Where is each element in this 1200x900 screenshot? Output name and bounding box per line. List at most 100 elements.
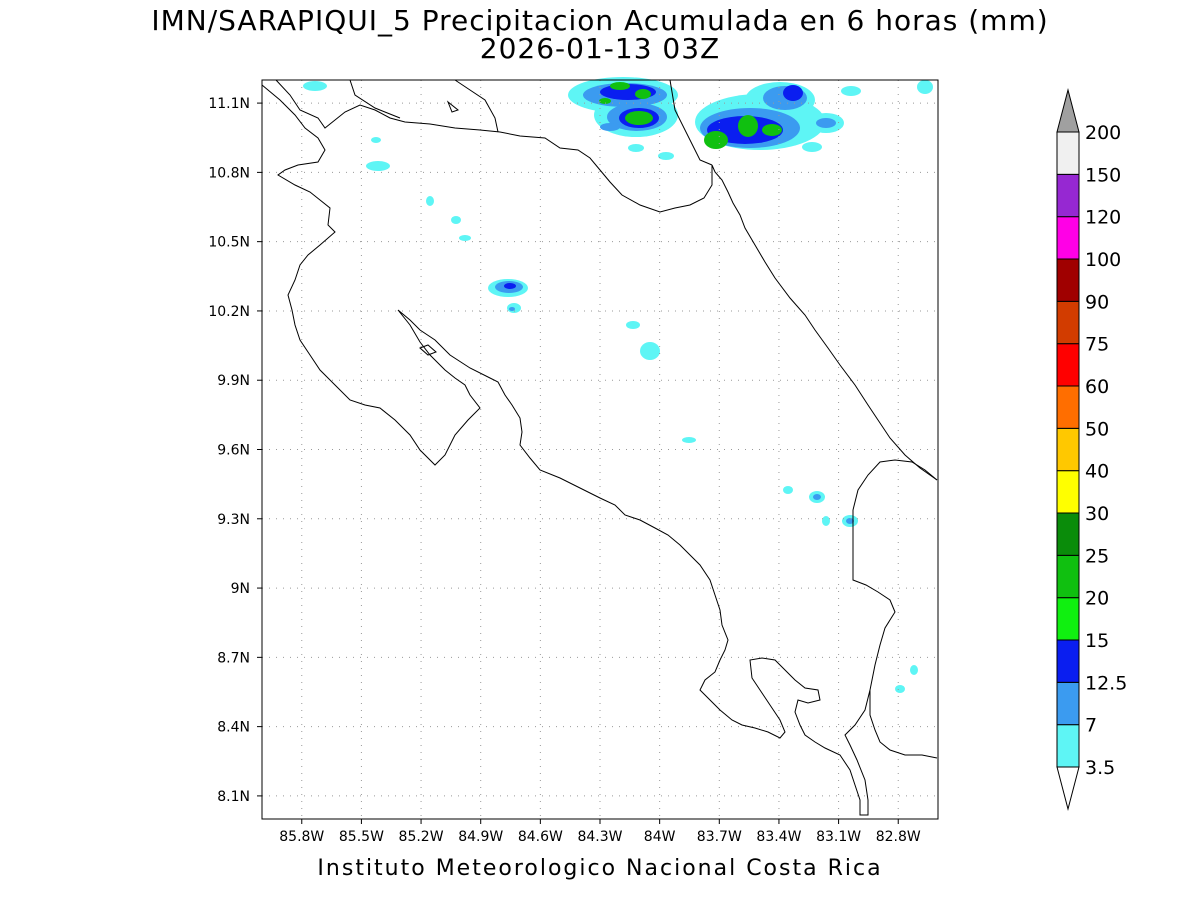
precip-cell xyxy=(625,111,653,125)
precip-cell xyxy=(635,89,651,99)
colorbar-label: 40 xyxy=(1085,461,1109,483)
y-tick-label: 11.1N xyxy=(208,96,250,112)
colorbar-segment xyxy=(1056,258,1080,302)
precip-cell xyxy=(600,123,620,131)
colorbar-label: 15 xyxy=(1085,630,1109,652)
precip-cell xyxy=(910,665,918,675)
precip-cell xyxy=(459,235,471,241)
precip-cell xyxy=(813,494,821,500)
precip-cell xyxy=(822,516,830,526)
pacific-coast xyxy=(261,84,871,816)
y-tick-label: 9N xyxy=(231,581,250,597)
y-tick-label: 8.7N xyxy=(217,650,250,666)
coastlines xyxy=(261,79,938,816)
longitude-axis: 85.8W 85.5W 85.2W 84.9W 84.6W 84.3W 84W 83.7W 83… xyxy=(279,819,921,845)
panama-border xyxy=(852,459,938,759)
colorbar-label: 150 xyxy=(1085,164,1121,186)
colorbar-label: 25 xyxy=(1085,545,1109,567)
colorbar-label: 7 xyxy=(1085,715,1097,737)
x-tick-label: 84.9W xyxy=(458,829,503,845)
colorbar-label: 75 xyxy=(1085,334,1109,356)
colorbar: 3.5 7 12.5 15 20 25 30 40 50 60 75 90 100 120 150 200 xyxy=(1056,88,1127,811)
precip-cell xyxy=(371,137,381,143)
precip-cell xyxy=(640,342,660,360)
colorbar-segment xyxy=(1056,385,1080,429)
colorbar-segment xyxy=(1056,639,1080,683)
colorbar-segment xyxy=(1056,427,1080,472)
colorbar-label: 3.5 xyxy=(1085,757,1115,779)
colorbar-segment xyxy=(1056,216,1080,260)
colorbar-label: 200 xyxy=(1085,122,1121,144)
y-tick-label: 9.9N xyxy=(217,373,250,389)
precip-cell xyxy=(504,283,516,289)
precip-cell xyxy=(451,216,461,224)
y-tick-label: 8.4N xyxy=(217,720,250,736)
map-grid xyxy=(262,80,938,819)
precip-cell xyxy=(816,118,836,128)
precip-cell xyxy=(626,321,640,329)
colorbar-lower-arrow xyxy=(1056,766,1080,811)
precip-cell xyxy=(426,196,434,206)
precip-cell xyxy=(841,86,861,96)
precip-cell xyxy=(610,82,630,90)
precip-cell xyxy=(917,80,933,94)
precip-cell xyxy=(738,115,758,137)
colorbar-segment xyxy=(1056,597,1080,641)
x-tick-label: 82.8W xyxy=(876,829,921,845)
precip-cell xyxy=(802,142,822,152)
island xyxy=(419,344,437,356)
island xyxy=(446,100,460,113)
x-tick-label: 85.8W xyxy=(279,829,324,845)
colorbar-label: 60 xyxy=(1085,376,1109,398)
x-tick-label: 84.6W xyxy=(518,829,563,845)
x-tick-label: 83.7W xyxy=(697,829,742,845)
footer-credit: Instituto Meteorologico Nacional Costa R… xyxy=(317,856,883,881)
colorbar-label: 30 xyxy=(1085,503,1109,525)
colorbar-label: 12.5 xyxy=(1085,672,1127,694)
precip-cell xyxy=(658,152,674,160)
colorbar-label: 20 xyxy=(1085,588,1109,610)
colorbar-label: 90 xyxy=(1085,291,1109,313)
precipitation-field xyxy=(303,77,933,693)
lake-shore xyxy=(454,79,499,133)
colorbar-segment xyxy=(1056,173,1080,218)
precip-cell xyxy=(366,161,390,171)
colorbar-label: 100 xyxy=(1085,249,1121,271)
precip-cell xyxy=(303,81,327,91)
colorbar-segment xyxy=(1056,343,1080,387)
border-north xyxy=(669,79,713,166)
y-tick-label: 9.3N xyxy=(217,512,250,528)
lake-shore xyxy=(349,79,401,119)
colorbar-segment xyxy=(1056,724,1080,768)
x-tick-label: 84.3W xyxy=(577,829,622,845)
colorbar-segment xyxy=(1056,470,1080,514)
precip-cell xyxy=(846,518,854,524)
x-tick-label: 83.1W xyxy=(816,829,861,845)
colorbar-segment xyxy=(1056,300,1080,345)
x-tick-label: 83.4W xyxy=(756,829,801,845)
caribbean-coast xyxy=(711,164,938,481)
y-tick-label: 10.2N xyxy=(208,304,250,320)
precip-cell xyxy=(628,144,644,152)
precip-cell xyxy=(704,131,728,149)
precip-cell xyxy=(682,437,696,443)
precip-cell xyxy=(762,124,782,136)
y-tick-label: 8.1N xyxy=(217,789,250,805)
x-tick-label: 85.5W xyxy=(339,829,384,845)
colorbar-upper-arrow xyxy=(1056,88,1080,133)
map-title: IMN/SARAPIQUI_5 Precipitacion Acumulada … xyxy=(151,4,1049,37)
colorbar-segment xyxy=(1056,554,1080,599)
x-tick-label: 85.2W xyxy=(399,829,444,845)
y-tick-label: 10.5N xyxy=(208,235,250,251)
x-tick-label: 84W xyxy=(644,829,676,845)
colorbar-label: 50 xyxy=(1085,418,1109,440)
colorbar-segment xyxy=(1056,681,1080,726)
precip-cell xyxy=(895,685,905,693)
map-valid-time: 2026-01-13 03Z xyxy=(479,32,721,65)
precip-cell xyxy=(509,307,515,311)
precip-cell xyxy=(599,98,611,104)
colorbar-segment xyxy=(1056,131,1080,175)
precip-cell xyxy=(783,486,793,494)
colorbar-segment xyxy=(1056,512,1080,556)
